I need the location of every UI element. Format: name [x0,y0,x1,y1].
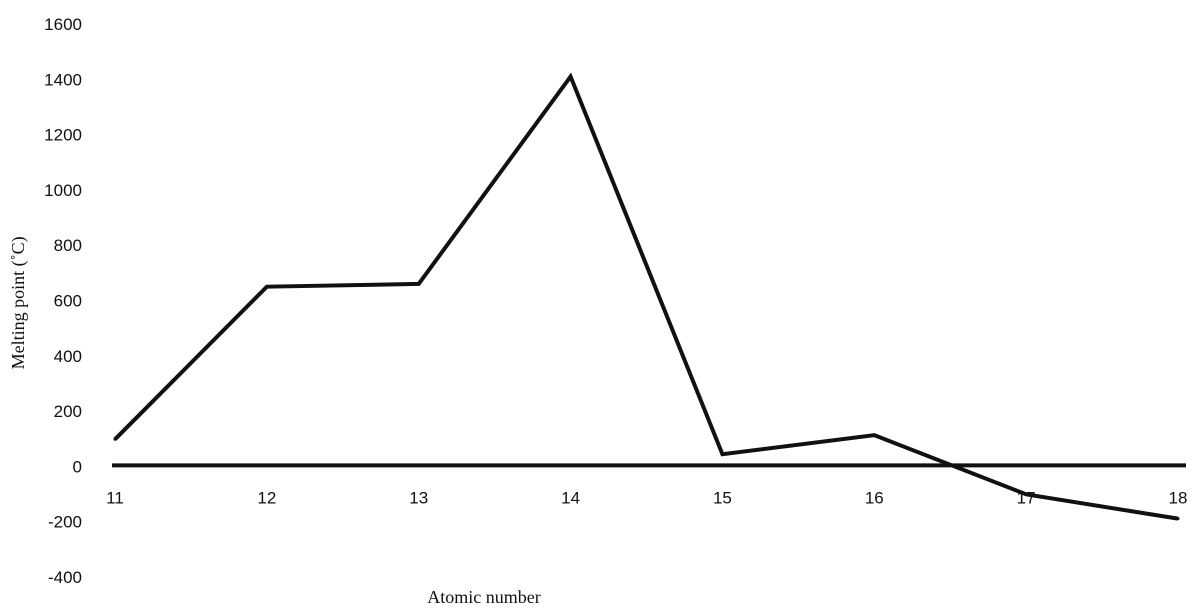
x-tick-label: 15 [713,488,732,507]
x-tick-label: 18 [1169,488,1188,507]
x-tick-labels: 11 12 13 14 15 16 17 18 [106,488,1187,507]
series-line [113,72,1179,521]
x-tick-label: 13 [409,488,428,507]
data-point [720,452,724,456]
data-point [265,285,269,289]
x-tick-label: 12 [257,488,276,507]
y-axis-title: Melting point (˚C) [8,236,29,369]
y-tick-label: -200 [48,513,82,532]
y-tick-label: 600 [54,292,82,311]
y-tick-label: -400 [48,568,82,587]
y-tick-label: 1600 [44,15,82,34]
data-point [1024,492,1028,496]
y-tick-labels: 1600 1400 1200 1000 800 600 400 200 0 -200 -400 [44,15,82,587]
data-point [417,282,421,286]
y-tick-label: 400 [54,347,82,366]
data-point [569,75,573,79]
y-tick-label: 1400 [44,70,82,89]
y-tick-label: 200 [54,402,82,421]
y-tick-label: 0 [73,457,82,476]
x-tick-label: 14 [561,488,580,507]
data-point [1176,517,1180,521]
x-axis-title: Atomic number [427,587,540,607]
y-tick-label: 800 [54,236,82,255]
x-tick-label: 11 [106,488,124,507]
x-tick-label: 16 [865,488,884,507]
y-tick-label: 1200 [44,126,82,145]
data-point [113,437,117,441]
data-point [872,433,876,437]
y-tick-label: 1000 [44,181,82,200]
series-layer [113,72,1180,521]
